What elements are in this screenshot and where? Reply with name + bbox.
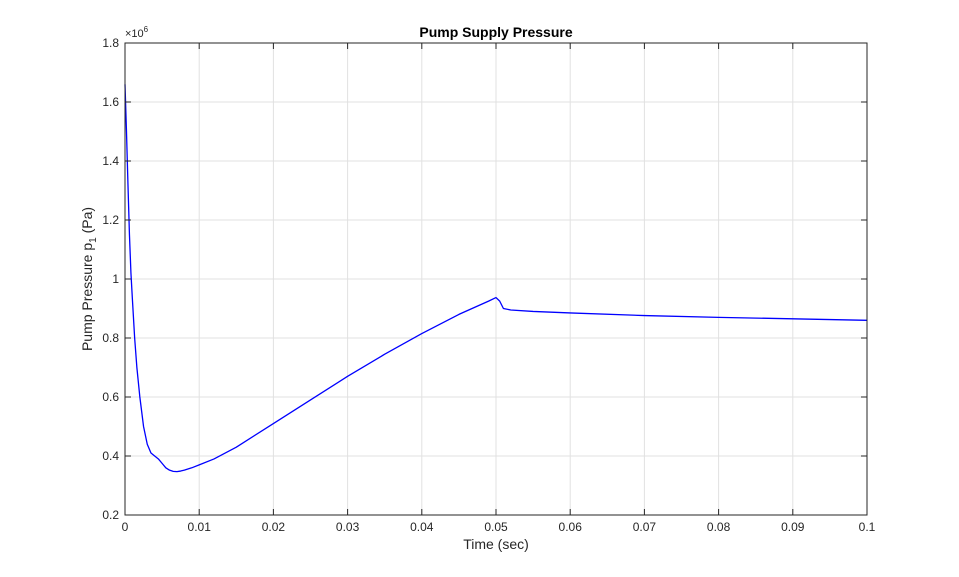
- x-tick-label: 0.1: [859, 520, 876, 534]
- x-tick-labels: 0 0.01 0.02 0.03 0.04 0.05 0.06 0.07 0.08 0.09 0.1: [122, 520, 876, 534]
- y-exponent-base: ×10: [125, 28, 144, 40]
- y-tick-label: 1: [112, 272, 119, 286]
- y-tick-label: 1.2: [102, 213, 119, 227]
- y-axis-label: Pump Pressure p1 (Pa): [79, 207, 99, 351]
- y-exponent-power: 6: [144, 25, 149, 34]
- x-tick-label: 0.08: [707, 520, 731, 534]
- x-tick-label: 0.07: [633, 520, 657, 534]
- y-axis-label-subscript: 1: [88, 237, 99, 243]
- pressure-series-line: [124, 84, 868, 473]
- x-tick-label: 0.05: [484, 520, 508, 534]
- y-tick-labels: 0.2 0.4 0.6 0.8 1 1.2 1.4 1.6 1.8: [102, 36, 119, 522]
- x-tick-label: 0.03: [336, 520, 360, 534]
- x-tick-label: 0: [122, 520, 129, 534]
- grid-lines: [125, 43, 867, 515]
- x-tick-label: 0.04: [410, 520, 434, 534]
- x-tick-label: 0.09: [781, 520, 805, 534]
- y-axis-label-prefix: Pump Pressure p: [79, 243, 95, 351]
- series-layer: [124, 84, 868, 473]
- y-tick-label: 1.6: [102, 95, 119, 109]
- chart-title: Pump Supply Pressure: [419, 24, 572, 40]
- y-tick-label: 0.6: [102, 390, 119, 404]
- y-tick-label: 1.8: [102, 36, 119, 50]
- y-exponent-label: ×106: [125, 25, 149, 40]
- y-tick-label: 0.8: [102, 331, 119, 345]
- x-tick-label: 0.06: [559, 520, 583, 534]
- y-tick-label: 1.4: [102, 154, 119, 168]
- y-axis-label-suffix: (Pa): [79, 207, 95, 237]
- x-tick-label: 0.02: [262, 520, 286, 534]
- tick-marks: [124, 42, 868, 516]
- y-tick-label: 0.2: [102, 508, 119, 522]
- x-axis-label: Time (sec): [463, 536, 529, 552]
- y-tick-label: 0.4: [102, 449, 119, 463]
- x-tick-label: 0.01: [188, 520, 212, 534]
